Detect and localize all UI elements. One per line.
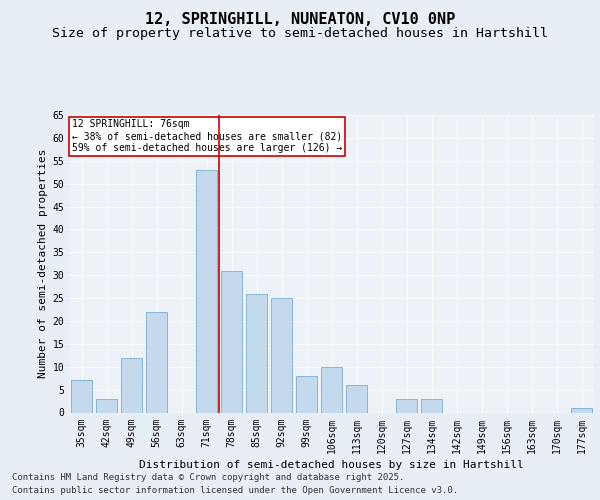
Text: Contains public sector information licensed under the Open Government Licence v3: Contains public sector information licen… — [12, 486, 458, 495]
Bar — [571, 408, 592, 412]
Bar — [396, 399, 417, 412]
Text: 12 SPRINGHILL: 76sqm
← 38% of semi-detached houses are smaller (82)
59% of semi-: 12 SPRINGHILL: 76sqm ← 38% of semi-detac… — [71, 120, 342, 152]
Text: 12, SPRINGHILL, NUNEATON, CV10 0NP: 12, SPRINGHILL, NUNEATON, CV10 0NP — [145, 12, 455, 28]
Text: Contains HM Land Registry data © Crown copyright and database right 2025.: Contains HM Land Registry data © Crown c… — [12, 472, 404, 482]
Text: Size of property relative to semi-detached houses in Hartshill: Size of property relative to semi-detach… — [52, 28, 548, 40]
Bar — [296, 376, 317, 412]
Bar — [96, 399, 117, 412]
Bar — [196, 170, 217, 412]
Bar — [246, 294, 267, 412]
Bar — [321, 366, 342, 412]
Bar — [421, 399, 442, 412]
Bar — [146, 312, 167, 412]
Bar — [71, 380, 92, 412]
Bar — [221, 270, 242, 412]
Bar — [271, 298, 292, 412]
Bar — [121, 358, 142, 412]
Bar — [346, 385, 367, 412]
X-axis label: Distribution of semi-detached houses by size in Hartshill: Distribution of semi-detached houses by … — [139, 460, 524, 469]
Y-axis label: Number of semi-detached properties: Number of semi-detached properties — [38, 149, 48, 378]
